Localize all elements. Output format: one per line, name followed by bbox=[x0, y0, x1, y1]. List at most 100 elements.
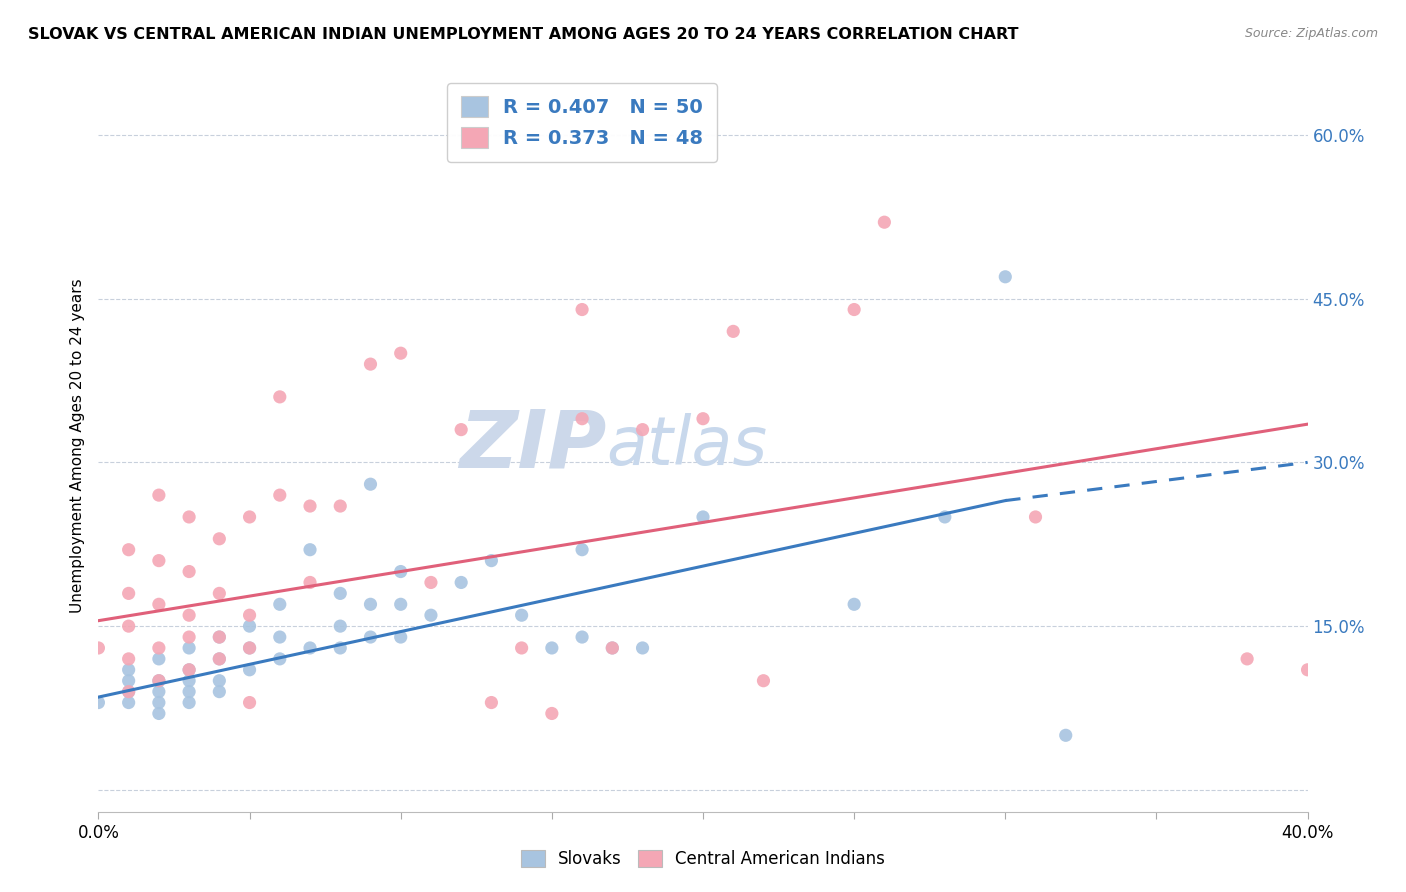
Y-axis label: Unemployment Among Ages 20 to 24 years: Unemployment Among Ages 20 to 24 years bbox=[69, 278, 84, 614]
Point bbox=[299, 499, 322, 513]
Point bbox=[692, 510, 714, 524]
Point bbox=[177, 673, 201, 688]
Point bbox=[208, 652, 231, 666]
Point bbox=[177, 640, 201, 655]
Point bbox=[269, 390, 291, 404]
Point bbox=[1236, 652, 1258, 666]
Point bbox=[389, 346, 412, 360]
Point bbox=[752, 673, 775, 688]
Point bbox=[329, 640, 352, 655]
Point bbox=[148, 597, 170, 611]
Point bbox=[269, 488, 291, 502]
Point bbox=[118, 652, 141, 666]
Point bbox=[450, 575, 472, 590]
Point bbox=[360, 630, 382, 644]
Point bbox=[177, 696, 201, 710]
Point bbox=[177, 608, 201, 623]
Point bbox=[389, 630, 412, 644]
Point bbox=[239, 608, 262, 623]
Point bbox=[148, 684, 170, 698]
Point bbox=[208, 673, 231, 688]
Point bbox=[844, 302, 866, 317]
Point bbox=[239, 510, 262, 524]
Point bbox=[389, 565, 412, 579]
Point bbox=[269, 630, 291, 644]
Point bbox=[177, 663, 201, 677]
Point bbox=[510, 640, 533, 655]
Point bbox=[934, 510, 956, 524]
Point bbox=[148, 640, 170, 655]
Legend: R = 0.407   N = 50, R = 0.373   N = 48: R = 0.407 N = 50, R = 0.373 N = 48 bbox=[447, 83, 717, 162]
Point bbox=[602, 640, 624, 655]
Point bbox=[148, 696, 170, 710]
Point bbox=[148, 554, 170, 568]
Point bbox=[239, 696, 262, 710]
Point bbox=[118, 684, 141, 698]
Point bbox=[602, 640, 624, 655]
Point bbox=[481, 696, 503, 710]
Point bbox=[87, 696, 110, 710]
Point bbox=[239, 619, 262, 633]
Text: atlas: atlas bbox=[606, 413, 768, 479]
Point bbox=[329, 499, 352, 513]
Point bbox=[148, 706, 170, 721]
Point bbox=[571, 630, 593, 644]
Point bbox=[208, 586, 231, 600]
Point bbox=[118, 586, 141, 600]
Point bbox=[571, 411, 593, 425]
Point bbox=[239, 640, 262, 655]
Point bbox=[177, 630, 201, 644]
Point bbox=[510, 608, 533, 623]
Text: ZIP: ZIP bbox=[458, 407, 606, 485]
Point bbox=[994, 269, 1017, 284]
Point bbox=[299, 640, 322, 655]
Point bbox=[299, 575, 322, 590]
Point bbox=[721, 324, 744, 338]
Point bbox=[148, 673, 170, 688]
Point bbox=[177, 684, 201, 698]
Point bbox=[148, 652, 170, 666]
Point bbox=[360, 597, 382, 611]
Text: Source: ZipAtlas.com: Source: ZipAtlas.com bbox=[1244, 27, 1378, 40]
Point bbox=[571, 542, 593, 557]
Point bbox=[360, 477, 382, 491]
Point bbox=[148, 673, 170, 688]
Text: SLOVAK VS CENTRAL AMERICAN INDIAN UNEMPLOYMENT AMONG AGES 20 TO 24 YEARS CORRELA: SLOVAK VS CENTRAL AMERICAN INDIAN UNEMPL… bbox=[28, 27, 1018, 42]
Point bbox=[1054, 728, 1077, 742]
Point bbox=[481, 554, 503, 568]
Point bbox=[329, 619, 352, 633]
Point bbox=[873, 215, 896, 229]
Point bbox=[269, 652, 291, 666]
Point bbox=[208, 684, 231, 698]
Point bbox=[419, 608, 441, 623]
Point bbox=[540, 706, 562, 721]
Point bbox=[177, 510, 201, 524]
Point bbox=[844, 597, 866, 611]
Point bbox=[118, 673, 141, 688]
Point bbox=[118, 696, 141, 710]
Point bbox=[540, 640, 562, 655]
Point bbox=[148, 488, 170, 502]
Point bbox=[208, 652, 231, 666]
Point bbox=[1024, 510, 1046, 524]
Point bbox=[239, 663, 262, 677]
Point bbox=[299, 542, 322, 557]
Point bbox=[631, 640, 654, 655]
Point bbox=[208, 630, 231, 644]
Point bbox=[118, 663, 141, 677]
Point bbox=[269, 597, 291, 611]
Point bbox=[177, 565, 201, 579]
Point bbox=[419, 575, 441, 590]
Point bbox=[631, 423, 654, 437]
Point bbox=[389, 597, 412, 611]
Point bbox=[118, 684, 141, 698]
Point bbox=[1296, 663, 1319, 677]
Point bbox=[360, 357, 382, 371]
Point bbox=[329, 586, 352, 600]
Point bbox=[208, 532, 231, 546]
Point bbox=[692, 411, 714, 425]
Point bbox=[118, 542, 141, 557]
Point bbox=[450, 423, 472, 437]
Point bbox=[177, 663, 201, 677]
Point bbox=[571, 302, 593, 317]
